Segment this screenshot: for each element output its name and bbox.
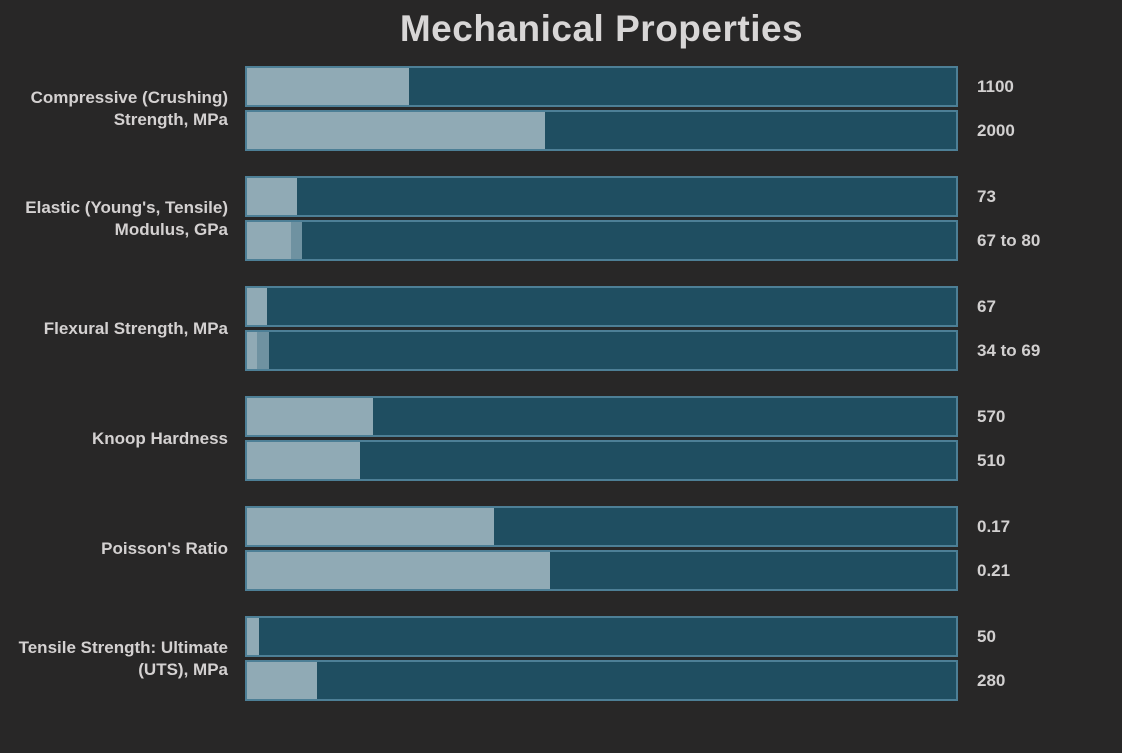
bar-fill (247, 222, 291, 259)
category-label: Compressive (Crushing) Strength, MPa (30, 87, 228, 129)
value-label: 0.21 (977, 560, 1011, 580)
bar-track (245, 396, 958, 437)
bar-track (245, 220, 958, 261)
category-label: Tensile Strength: Ultimate (UTS), MPa (18, 637, 228, 679)
chart-group: Elastic (Young's, Tensile) Modulus, GPa 7… (0, 176, 1122, 261)
chart-groups: Compressive (Crushing) Strength, MPa 1100… (0, 66, 1122, 701)
bars-column (245, 396, 958, 481)
value-label: 570 (977, 406, 1006, 426)
bar-track (245, 286, 958, 327)
bar-track (245, 440, 958, 481)
value-label: 67 to 80 (977, 230, 1041, 250)
value-label: 50 (977, 626, 996, 646)
bar-track (245, 550, 958, 591)
chart-title: Mechanical Properties (399, 8, 804, 49)
chart-group: Poisson's Ratio 0.17 0.21 (0, 506, 1122, 591)
bar-fill (247, 332, 257, 369)
values-column: 67 34 to 69 (958, 286, 1122, 371)
values-column: 73 67 to 80 (958, 176, 1122, 261)
bar-fill (247, 552, 550, 589)
bar-track (245, 660, 958, 701)
bar-track (245, 330, 958, 371)
chart-group: Compressive (Crushing) Strength, MPa 1100… (0, 66, 1122, 151)
bar-fill (247, 618, 260, 655)
bar-fill (247, 288, 267, 325)
bars-column (245, 286, 958, 371)
bars-column (245, 616, 958, 701)
value-label: 34 to 69 (977, 340, 1041, 360)
category-label: Knoop Hardness (91, 428, 228, 448)
category-label: Flexural Strength, MPa (43, 318, 228, 338)
bar-fill (247, 398, 374, 435)
category-label: Elastic (Young's, Tensile) Modulus, GPa (25, 197, 228, 239)
title-row: Mechanical Properties (245, 0, 958, 66)
bar-track (245, 616, 958, 657)
bar-fill-range (256, 332, 269, 369)
bar-fill (247, 178, 298, 215)
bars-column (245, 506, 958, 591)
bars-column (245, 176, 958, 261)
bar-fill-range (290, 222, 303, 259)
bar-track (245, 110, 958, 151)
value-label: 510 (977, 450, 1006, 470)
bar-fill (247, 112, 545, 149)
chart-group: Flexural Strength, MPa 67 34 to 69 (0, 286, 1122, 371)
bar-fill (247, 442, 360, 479)
value-label: 2000 (977, 120, 1015, 140)
bars-column (245, 66, 958, 151)
chart-group: Knoop Hardness 570 510 (0, 396, 1122, 481)
value-label: 280 (977, 670, 1006, 690)
bar-track (245, 506, 958, 547)
category-label: Poisson's Ratio (101, 538, 228, 558)
values-column: 570 510 (958, 396, 1122, 481)
bar-track (245, 66, 958, 107)
bar-fill (247, 662, 318, 699)
value-label: 67 (977, 296, 996, 316)
value-label: 73 (977, 186, 996, 206)
values-column: 0.17 0.21 (958, 506, 1122, 591)
chart-group: Tensile Strength: Ultimate (UTS), MPa 50 2… (0, 616, 1122, 701)
value-label: 1100 (977, 76, 1014, 96)
bar-fill (247, 508, 494, 545)
bar-fill (247, 68, 409, 105)
value-label: 0.17 (977, 516, 1011, 536)
bar-track (245, 176, 958, 217)
values-column: 1100 2000 (958, 66, 1122, 151)
values-column: 50 280 (958, 616, 1122, 701)
